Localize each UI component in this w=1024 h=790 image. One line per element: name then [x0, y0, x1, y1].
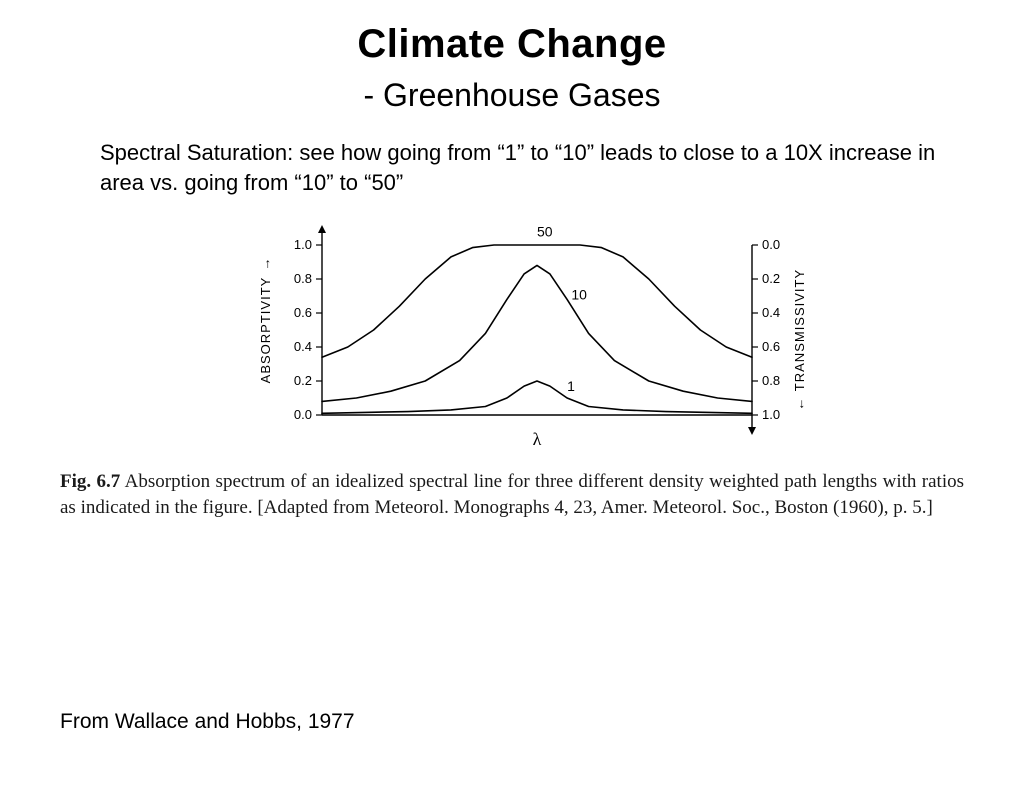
- svg-text:0.6: 0.6: [294, 305, 312, 320]
- svg-text:0.0: 0.0: [762, 237, 780, 252]
- page-subtitle: - Greenhouse Gases: [0, 77, 1024, 114]
- body-paragraph: Spectral Saturation: see how going from …: [100, 138, 944, 197]
- svg-text:→: →: [258, 258, 273, 271]
- svg-text:10: 10: [571, 287, 587, 303]
- figure-container: 0.0 0.2 0.4 0.6 0.8 1.0 0.0 0.2 0.4 0.6 0.8 1.0 ABSO…: [20, 219, 1004, 530]
- caption-text: Absorption spectrum of an idealized spec…: [60, 471, 964, 518]
- svg-text:ABSORPTIVITY: ABSORPTIVITY: [258, 277, 273, 384]
- source-credit: From Wallace and Hobbs, 1977: [60, 710, 355, 734]
- svg-text:1.0: 1.0: [294, 237, 312, 252]
- svg-text:50: 50: [537, 225, 553, 240]
- absorption-chart: 0.0 0.2 0.4 0.6 0.8 1.0 0.0 0.2 0.4 0.6 0.8 1.0 ABSO…: [192, 225, 832, 455]
- svg-text:0.4: 0.4: [294, 339, 312, 354]
- svg-text:λ: λ: [533, 429, 542, 449]
- svg-text:0.6: 0.6: [762, 339, 780, 354]
- svg-text:←: ←: [792, 398, 807, 411]
- svg-text:0.2: 0.2: [762, 271, 780, 286]
- svg-text:0.2: 0.2: [294, 373, 312, 388]
- svg-text:0.0: 0.0: [294, 407, 312, 422]
- svg-text:1: 1: [567, 379, 575, 395]
- page-title: Climate Change: [0, 22, 1024, 67]
- svg-text:0.8: 0.8: [762, 373, 780, 388]
- svg-text:TRANSMISSIVITY: TRANSMISSIVITY: [792, 269, 807, 391]
- figure-caption: Fig. 6.7 Absorption spectrum of an ideal…: [60, 469, 964, 520]
- svg-text:1.0: 1.0: [762, 407, 780, 422]
- caption-lead: Fig. 6.7: [60, 471, 120, 492]
- svg-text:0.8: 0.8: [294, 271, 312, 286]
- svg-text:0.4: 0.4: [762, 305, 780, 320]
